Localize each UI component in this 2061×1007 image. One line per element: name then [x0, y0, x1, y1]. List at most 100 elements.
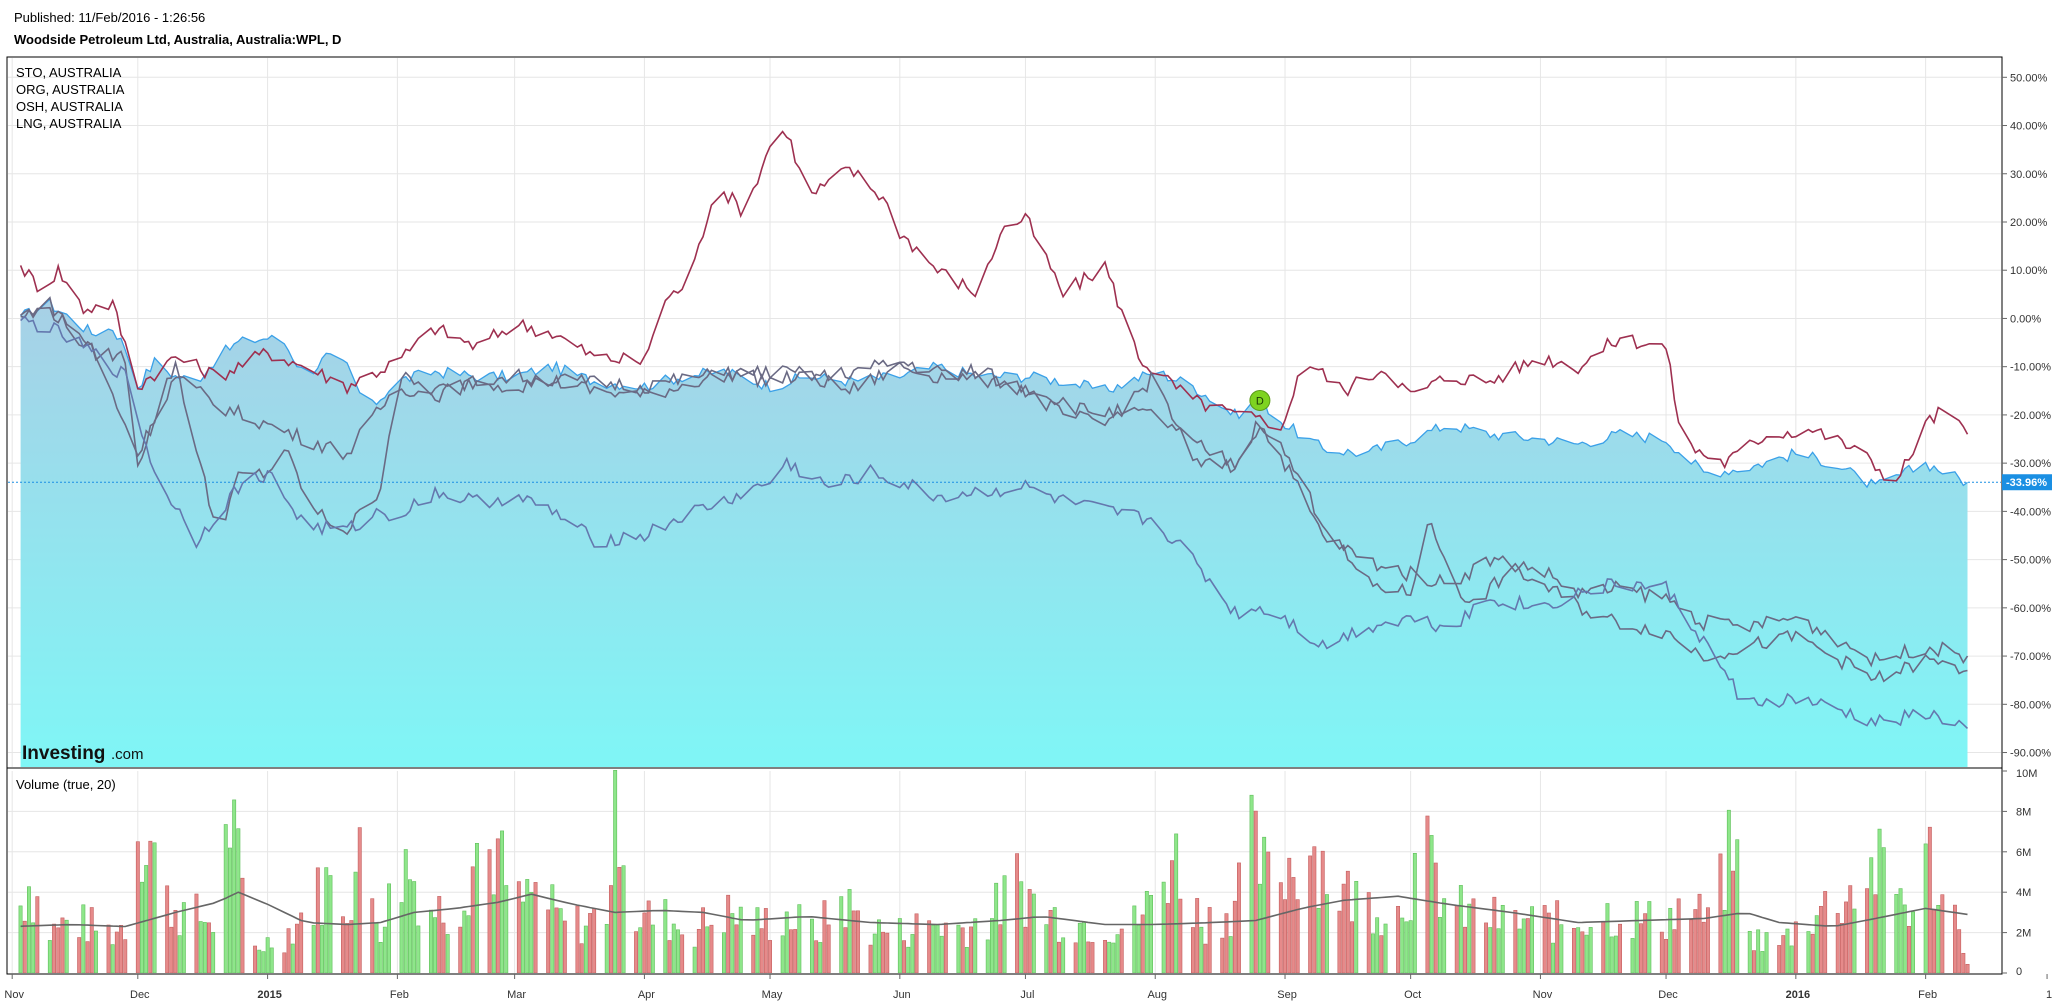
volume-bar: [1354, 880, 1359, 973]
volume-bar: [1764, 932, 1769, 973]
volume-bar: [1161, 881, 1166, 973]
volume-bar: [177, 935, 182, 973]
volume-bar: [324, 867, 329, 973]
volume-bar: [428, 909, 433, 973]
volume-bar: [1228, 936, 1233, 973]
volume-bar: [123, 939, 128, 973]
instrument-title: Woodside Petroleum Ltd, Australia, Austr…: [14, 32, 342, 47]
volume-bar: [1877, 828, 1882, 973]
volume-bar: [198, 921, 203, 973]
volume-bar: [759, 928, 764, 973]
volume-bar: [1840, 922, 1844, 973]
volume-bar: [1630, 938, 1635, 973]
volume-bar: [680, 934, 685, 973]
volume-bar: [1224, 913, 1229, 973]
volume-bar: [77, 937, 82, 973]
volume-bar: [638, 927, 643, 973]
x-tick-label: Jul: [1020, 989, 1034, 1001]
volume-bar: [1019, 881, 1024, 973]
volume-bar: [1605, 903, 1610, 973]
volume-bar: [1366, 892, 1371, 973]
volume-bar: [1027, 889, 1032, 973]
volume-bar: [458, 926, 463, 973]
volume-bar: [910, 934, 915, 973]
volume-bar: [1412, 852, 1417, 973]
volume-bar: [592, 908, 597, 973]
volume-bar: [340, 916, 345, 973]
volume-bar: [855, 910, 860, 973]
y-tick-label: 0.00%: [2010, 313, 2041, 325]
volume-bar: [1940, 894, 1945, 973]
x-tick-label: Aug: [1147, 989, 1167, 1001]
volume-bar: [1149, 894, 1154, 973]
volume-bar: [793, 929, 798, 973]
published-timestamp: Published: 11/Feb/2016 - 1:26:56: [14, 10, 206, 25]
volume-bar: [1731, 870, 1736, 973]
volume-bar: [89, 907, 94, 973]
volume-bar: [1249, 794, 1254, 973]
volume-bar: [617, 866, 622, 973]
volume-bar: [671, 923, 676, 973]
volume-bar: [931, 924, 936, 973]
volume-bar: [1852, 908, 1857, 973]
volume-bar: [357, 827, 362, 973]
volume-bar: [1551, 942, 1556, 973]
volume-bar: [1484, 922, 1489, 973]
volume-bar: [1689, 919, 1694, 973]
volume-bar: [403, 849, 408, 973]
y-axis-volume: 0 2M 4M 6M 8M 10M: [2002, 768, 2037, 978]
volume-bar: [236, 828, 241, 973]
volume-bar: [1777, 945, 1782, 973]
y-tick-label: -80.00%: [2010, 699, 2051, 711]
volume-bar: [1383, 923, 1388, 973]
volume-bar: [1823, 891, 1828, 973]
volume-bar: [1881, 847, 1886, 973]
volume-bar: [1266, 851, 1271, 973]
volume-bar: [755, 907, 760, 973]
volume-bar: [1132, 905, 1137, 973]
volume-bar: [474, 842, 479, 973]
last-value-line-layer: -33.96%: [8, 474, 2052, 491]
volume-bar: [533, 882, 538, 973]
volume-bar: [1793, 921, 1798, 973]
volume-bar: [1676, 898, 1681, 973]
volume-bar: [1911, 911, 1916, 973]
volume-bar: [814, 940, 819, 973]
volume-bar: [583, 925, 588, 973]
volume-bar: [1701, 921, 1706, 973]
volume-bar: [809, 918, 814, 973]
volume-bar: [290, 943, 295, 973]
volume-bar: [1086, 941, 1091, 973]
volume-bar: [1706, 907, 1710, 973]
volume-bar: [114, 931, 119, 973]
volume-bar: [1057, 941, 1061, 973]
volume-bar: [675, 929, 680, 973]
volume-bar: [228, 847, 232, 973]
volume-bar: [1869, 857, 1874, 973]
volume-bar: [240, 877, 245, 973]
volume-bar: [818, 942, 823, 973]
volume-bar: [843, 927, 848, 973]
volume-bar: [1262, 836, 1267, 973]
volume-bar: [1002, 875, 1007, 973]
volume-bar: [135, 841, 140, 973]
x-tick-label: Feb: [390, 989, 409, 1001]
volume-bar: [1932, 908, 1937, 973]
volume-bar: [914, 913, 919, 973]
volume-bar: [1136, 924, 1141, 973]
volume-bar: [994, 882, 999, 973]
volume-tick-label: 4M: [2016, 887, 2031, 899]
volume-bar: [1371, 933, 1375, 973]
volume-bar: [35, 896, 40, 973]
volume-bar: [487, 849, 492, 973]
volume-bar: [1647, 901, 1652, 973]
series-line-osh: [20, 296, 1969, 668]
volume-bar: [1697, 893, 1702, 973]
volume-bar: [705, 926, 710, 973]
volume-bar: [964, 946, 969, 973]
volume-bar: [730, 913, 735, 973]
volume-bar: [1496, 928, 1501, 973]
volume-bar: [416, 925, 421, 973]
y-tick-label: -50.00%: [2010, 555, 2051, 567]
volume-bar: [169, 926, 174, 973]
